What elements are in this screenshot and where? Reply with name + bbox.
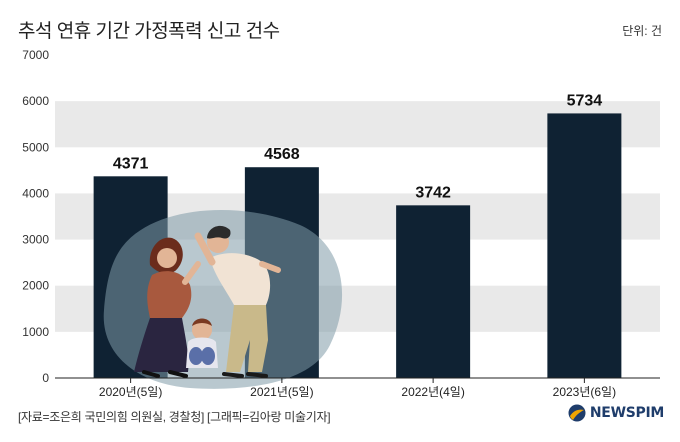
bar [547, 113, 622, 378]
newspim-logo: NEWSPIM [568, 404, 664, 422]
source-credit: [자료=조은희 국민의힘 의원실, 경찰청] [그래픽=김아랑 미술기자] [18, 410, 331, 424]
man-figure [194, 225, 281, 378]
x-tick-label: 2022년(4일) [401, 385, 464, 399]
unit-label: 단위: 건 [622, 24, 662, 38]
data-label: 3742 [415, 184, 451, 201]
y-tick-label: 7000 [22, 48, 49, 62]
y-tick-label: 2000 [22, 279, 49, 293]
data-label: 4371 [113, 155, 149, 172]
x-axis-ticks: 2020년(5일) 2021년(5일) 2022년(4일) 2023년(6일) [99, 378, 616, 399]
x-tick-label: 2020년(5일) [99, 385, 162, 399]
y-tick-label: 5000 [22, 140, 49, 154]
y-axis-ticks: 0 1000 2000 3000 4000 5000 6000 7000 [22, 48, 49, 385]
x-tick-label: 2023년(6일) [553, 385, 616, 399]
family-violence-illustration [103, 210, 343, 389]
y-tick-label: 0 [42, 371, 49, 385]
y-tick-label: 3000 [22, 233, 49, 247]
data-label: 5734 [567, 92, 603, 109]
newspim-logo-text: NEWSPIM [589, 405, 664, 421]
chart-title: 추석 연휴 기간 가정폭력 신고 건수 [18, 21, 280, 42]
child-figure [186, 318, 218, 368]
woman-figure [134, 237, 201, 378]
data-label: 4568 [264, 146, 300, 163]
bar [396, 205, 471, 378]
x-tick-label: 2021년(5일) [250, 385, 313, 399]
y-tick-label: 6000 [22, 94, 49, 108]
data-labels: 4371 4568 3742 5734 [113, 92, 602, 201]
y-tick-label: 4000 [22, 186, 49, 200]
newspim-logo-icon [568, 404, 586, 422]
y-tick-label: 1000 [22, 325, 49, 339]
